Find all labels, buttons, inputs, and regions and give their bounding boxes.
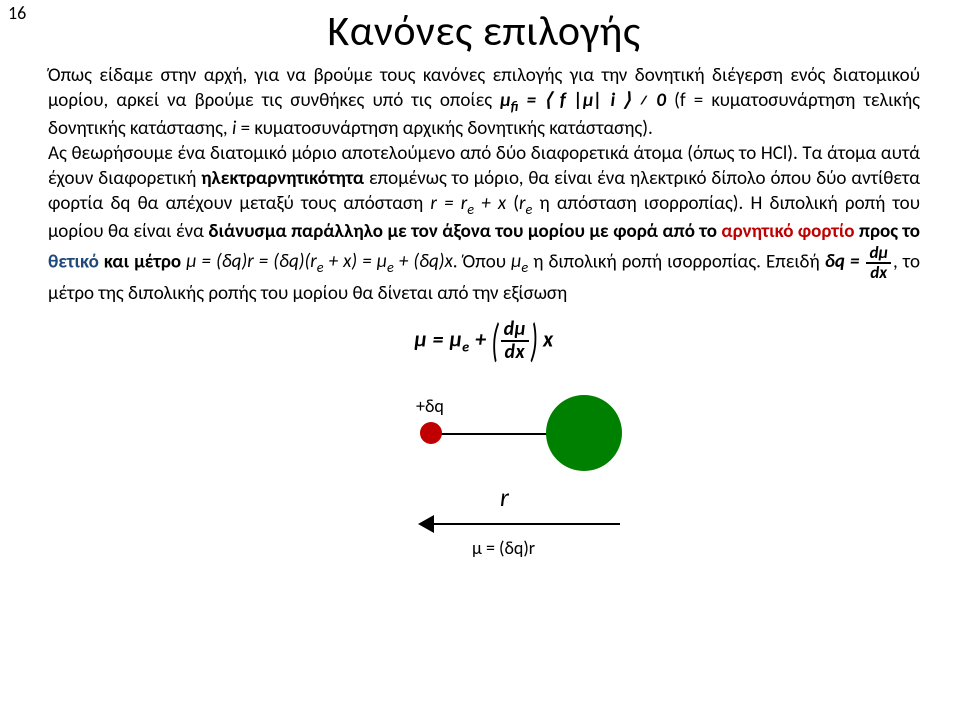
bold-kai: και μέτρο	[99, 250, 186, 273]
inline-equation-mufi: μfi = ⟨ f |μ| i ⟩ ≠ 0	[500, 89, 666, 112]
fraction-dmu-dx: dμdx	[501, 319, 529, 363]
text-p2e: η διπολική ροπή ισορροπίας. Επειδή	[528, 250, 825, 273]
bold-pros: προς το	[855, 220, 921, 243]
dipole-diagram: +δq -δq r μ = (δq)r	[48, 395, 960, 541]
italic-mue: μe	[511, 250, 528, 273]
italic-mu-chain: μ = (δq)r = (δq)(re + x) = μe + (δq)x	[186, 250, 453, 273]
page-number: 16	[8, 2, 26, 24]
big-atom-icon	[546, 395, 622, 471]
r-arrow-icon	[420, 515, 620, 533]
arrow-shaft	[420, 523, 620, 525]
inline-dq-eq: δq = dμdx	[825, 250, 893, 273]
red-negative-charge: αρνητικό φορτίο	[721, 220, 854, 243]
frac-den-inline: dx	[866, 264, 891, 282]
subscript-e4: e	[387, 258, 394, 276]
subscript-e1: e	[467, 200, 474, 218]
left-paren-icon: (	[491, 313, 499, 369]
arrow-head-icon	[418, 515, 434, 533]
italic-re: re	[519, 192, 532, 215]
display-equation: μ = μe + (dμdx) x	[48, 313, 920, 369]
blue-positive-charge: θετικό	[48, 250, 99, 273]
right-paren-icon: )	[530, 313, 538, 369]
bold-dianysma: διάνυσμα παράλληλο με τον άξονα του μορί…	[208, 220, 721, 243]
eq-x: x	[538, 325, 554, 352]
eq-sub-e: e	[462, 337, 470, 355]
eq-lhs: μ = μ	[414, 325, 462, 352]
subscript-e3: e	[317, 258, 324, 276]
small-atom-icon	[420, 422, 442, 444]
slide-page: 16 Κανόνες επιλογής Όπως είδαμε στην αρχ…	[0, 0, 960, 711]
body-paragraph: Όπως είδαμε στην αρχή, για να βρούμε του…	[48, 63, 920, 307]
text-p2d: . Όπου	[453, 250, 511, 273]
mu-caption-text: μ = (δq)r	[472, 537, 535, 559]
fraction-dmu-dx-inline: dμdx	[866, 244, 891, 282]
italic-r-eq: r = re + x	[430, 192, 506, 215]
r-label: r	[500, 481, 509, 513]
frac-num: dμ	[501, 319, 529, 342]
r-arrow-row: r μ = (δq)r	[48, 481, 960, 541]
bold-electronegativity: ηλεκτραρνητικότητα	[201, 167, 364, 190]
frac-den: dx	[501, 342, 529, 363]
mu-eq-caption: μ = (δq)r	[472, 537, 535, 559]
frac-num-inline: dμ	[866, 244, 891, 264]
atoms-row	[48, 395, 960, 475]
text-after-i: = κυματοσυνάρτηση αρχικής δονητικής κατά…	[236, 117, 652, 140]
slide-title: Κανόνες επιλογής	[48, 6, 920, 57]
eq-plus: +	[470, 325, 492, 352]
subscript-fi: fi	[511, 97, 519, 115]
